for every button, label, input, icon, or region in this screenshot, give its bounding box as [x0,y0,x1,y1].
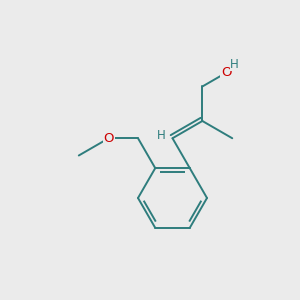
Text: H: H [157,129,166,142]
Text: H: H [230,58,239,71]
Text: O: O [221,66,232,79]
Text: O: O [103,132,114,145]
